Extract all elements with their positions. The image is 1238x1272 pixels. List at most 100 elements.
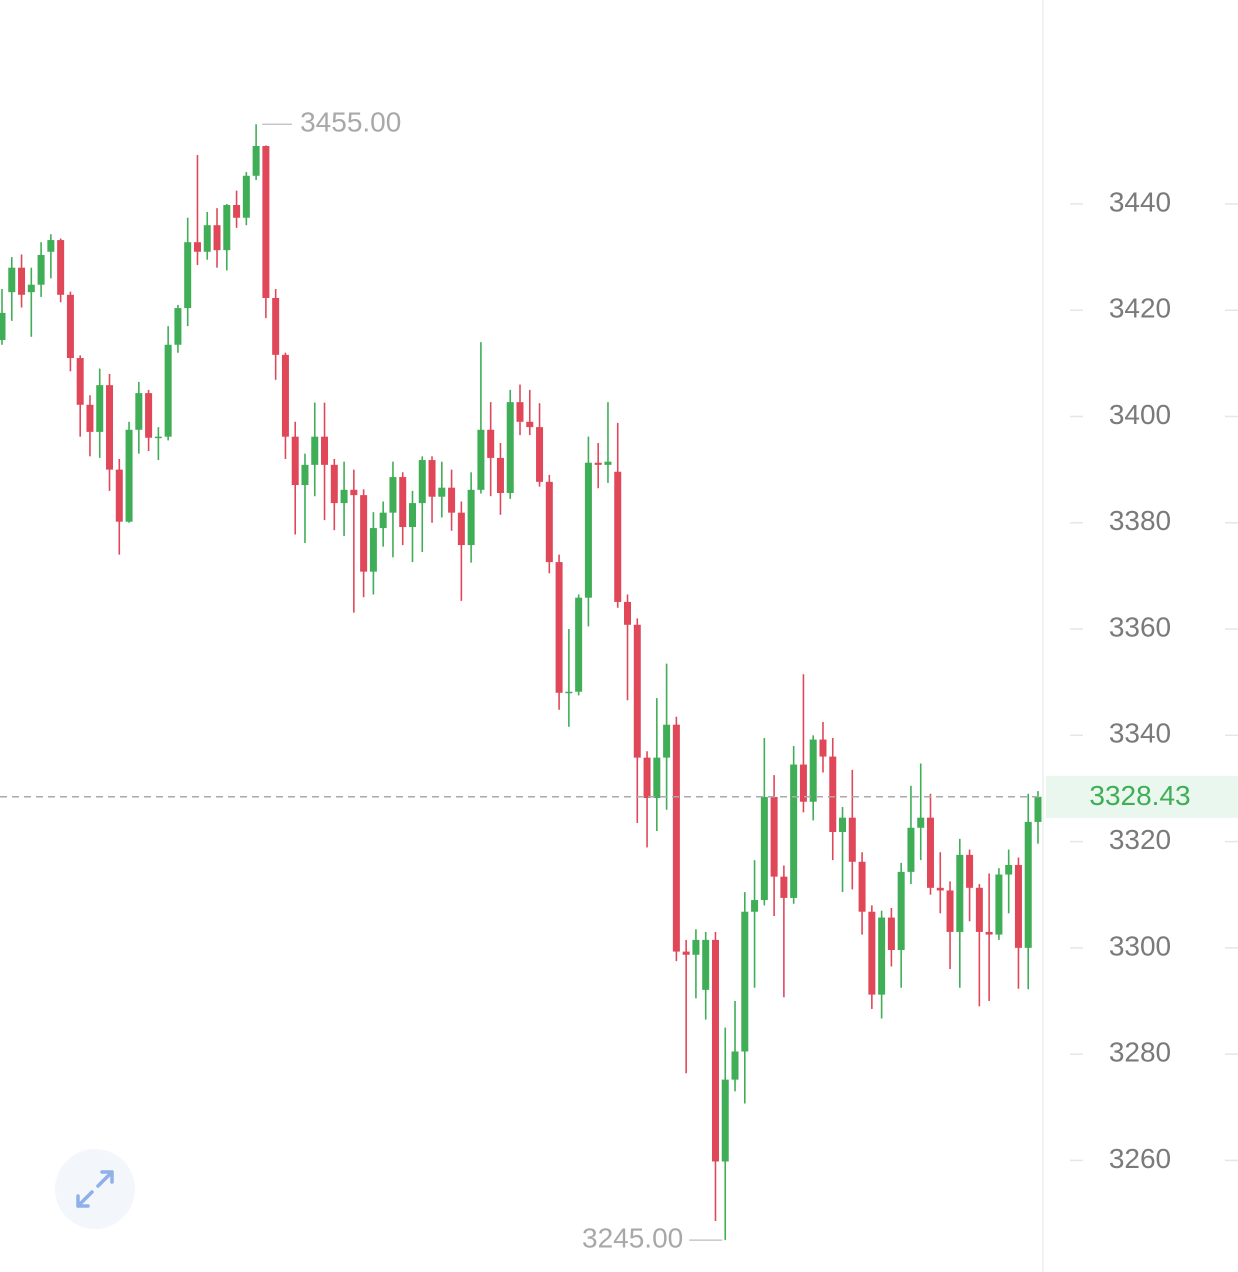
expand-button-bg[interactable] [55, 1149, 135, 1229]
candle-body [575, 597, 583, 692]
candle-body [418, 460, 426, 504]
candle-body [223, 205, 231, 251]
candle-body [536, 427, 544, 482]
candle-body [545, 481, 553, 563]
candle-body [799, 764, 807, 802]
candle-body [839, 817, 847, 833]
candle-body [0, 312, 6, 340]
candle-body [330, 464, 338, 504]
candle-body [242, 175, 250, 218]
candle-body [682, 951, 690, 955]
candle-body [252, 146, 260, 176]
candle-body [887, 917, 895, 950]
candle-body [389, 477, 397, 513]
candle-body [760, 796, 768, 901]
expand-icon[interactable] [76, 1170, 114, 1208]
expand-button[interactable] [55, 1149, 135, 1229]
y-tick-label: 3340 [1109, 718, 1171, 749]
candle-body [555, 562, 563, 693]
y-tick-label: 3360 [1109, 611, 1171, 642]
candle-body [790, 764, 798, 898]
candle-body [27, 284, 35, 293]
candle-body [496, 457, 504, 494]
candle-body [770, 796, 778, 877]
candle-body [96, 385, 104, 432]
candle-body [1024, 821, 1032, 948]
candle-body [369, 528, 377, 572]
candle-body [106, 385, 114, 470]
candle-body [897, 871, 905, 950]
candle-body [203, 225, 211, 252]
candle-body [751, 900, 759, 912]
candle-body [184, 242, 192, 309]
candle-body [848, 817, 856, 862]
candle-body [262, 146, 270, 298]
candle-body [868, 911, 876, 995]
candle-body [193, 242, 201, 252]
candle-body [975, 887, 983, 932]
candle-body [653, 757, 661, 799]
candle-body [643, 757, 651, 799]
candle-body [819, 739, 827, 757]
candle-body [66, 294, 74, 359]
candle-body [633, 624, 641, 758]
candle-body [1014, 864, 1022, 948]
candle-body [604, 461, 612, 465]
candle-body [809, 739, 817, 802]
candle-body [360, 495, 368, 572]
candle-body [487, 429, 495, 458]
candle-body [145, 393, 153, 438]
last-price-bg [1046, 775, 1238, 818]
candle-body [272, 297, 280, 355]
candle-body [76, 358, 84, 405]
candle-body [154, 436, 162, 439]
candle-body [1005, 864, 1013, 875]
candle-body [936, 887, 944, 891]
candle-body [125, 429, 133, 522]
candle-body [692, 939, 700, 955]
candle-body [408, 503, 416, 528]
candle-body [584, 462, 592, 598]
candle-body [741, 911, 749, 1052]
candle-body [340, 489, 348, 504]
candle-body [457, 512, 465, 546]
candle-body [18, 267, 26, 295]
candle-body [438, 487, 446, 497]
candle-body [702, 939, 710, 990]
candle-body [614, 471, 622, 602]
candle-body [672, 724, 680, 952]
candle-body [956, 854, 964, 932]
candle-body [624, 601, 632, 625]
candle-body [663, 724, 671, 758]
candle-body [281, 354, 289, 437]
candle-body [135, 393, 143, 430]
candle-body [311, 436, 319, 465]
candle-body [506, 402, 514, 494]
candle-body [878, 917, 886, 995]
candle-body [8, 267, 16, 293]
y-tick-label: 3400 [1109, 399, 1171, 430]
candle-body [350, 489, 358, 496]
y-tick-label: 3300 [1109, 930, 1171, 961]
last-price-label: 3328.43 [1089, 780, 1190, 811]
candle-body [526, 421, 534, 428]
candle-body [233, 205, 241, 218]
y-tick-label: 3440 [1109, 186, 1171, 217]
candle-body [731, 1051, 739, 1080]
candle-body [174, 308, 182, 345]
annotation-label: 3455.00 [300, 107, 401, 138]
candle-body [829, 756, 837, 833]
candle-body [711, 939, 719, 1162]
candle-body [966, 854, 974, 888]
candle-body [399, 477, 407, 528]
candle-body [985, 931, 993, 935]
candle-body [57, 240, 65, 295]
y-tick-label: 3280 [1109, 1037, 1171, 1068]
candle-body [37, 254, 45, 285]
candle-body [115, 469, 123, 522]
candle-body [301, 464, 309, 486]
candle-body [448, 487, 456, 513]
candle-body [1034, 796, 1042, 822]
candle-body [164, 344, 172, 437]
